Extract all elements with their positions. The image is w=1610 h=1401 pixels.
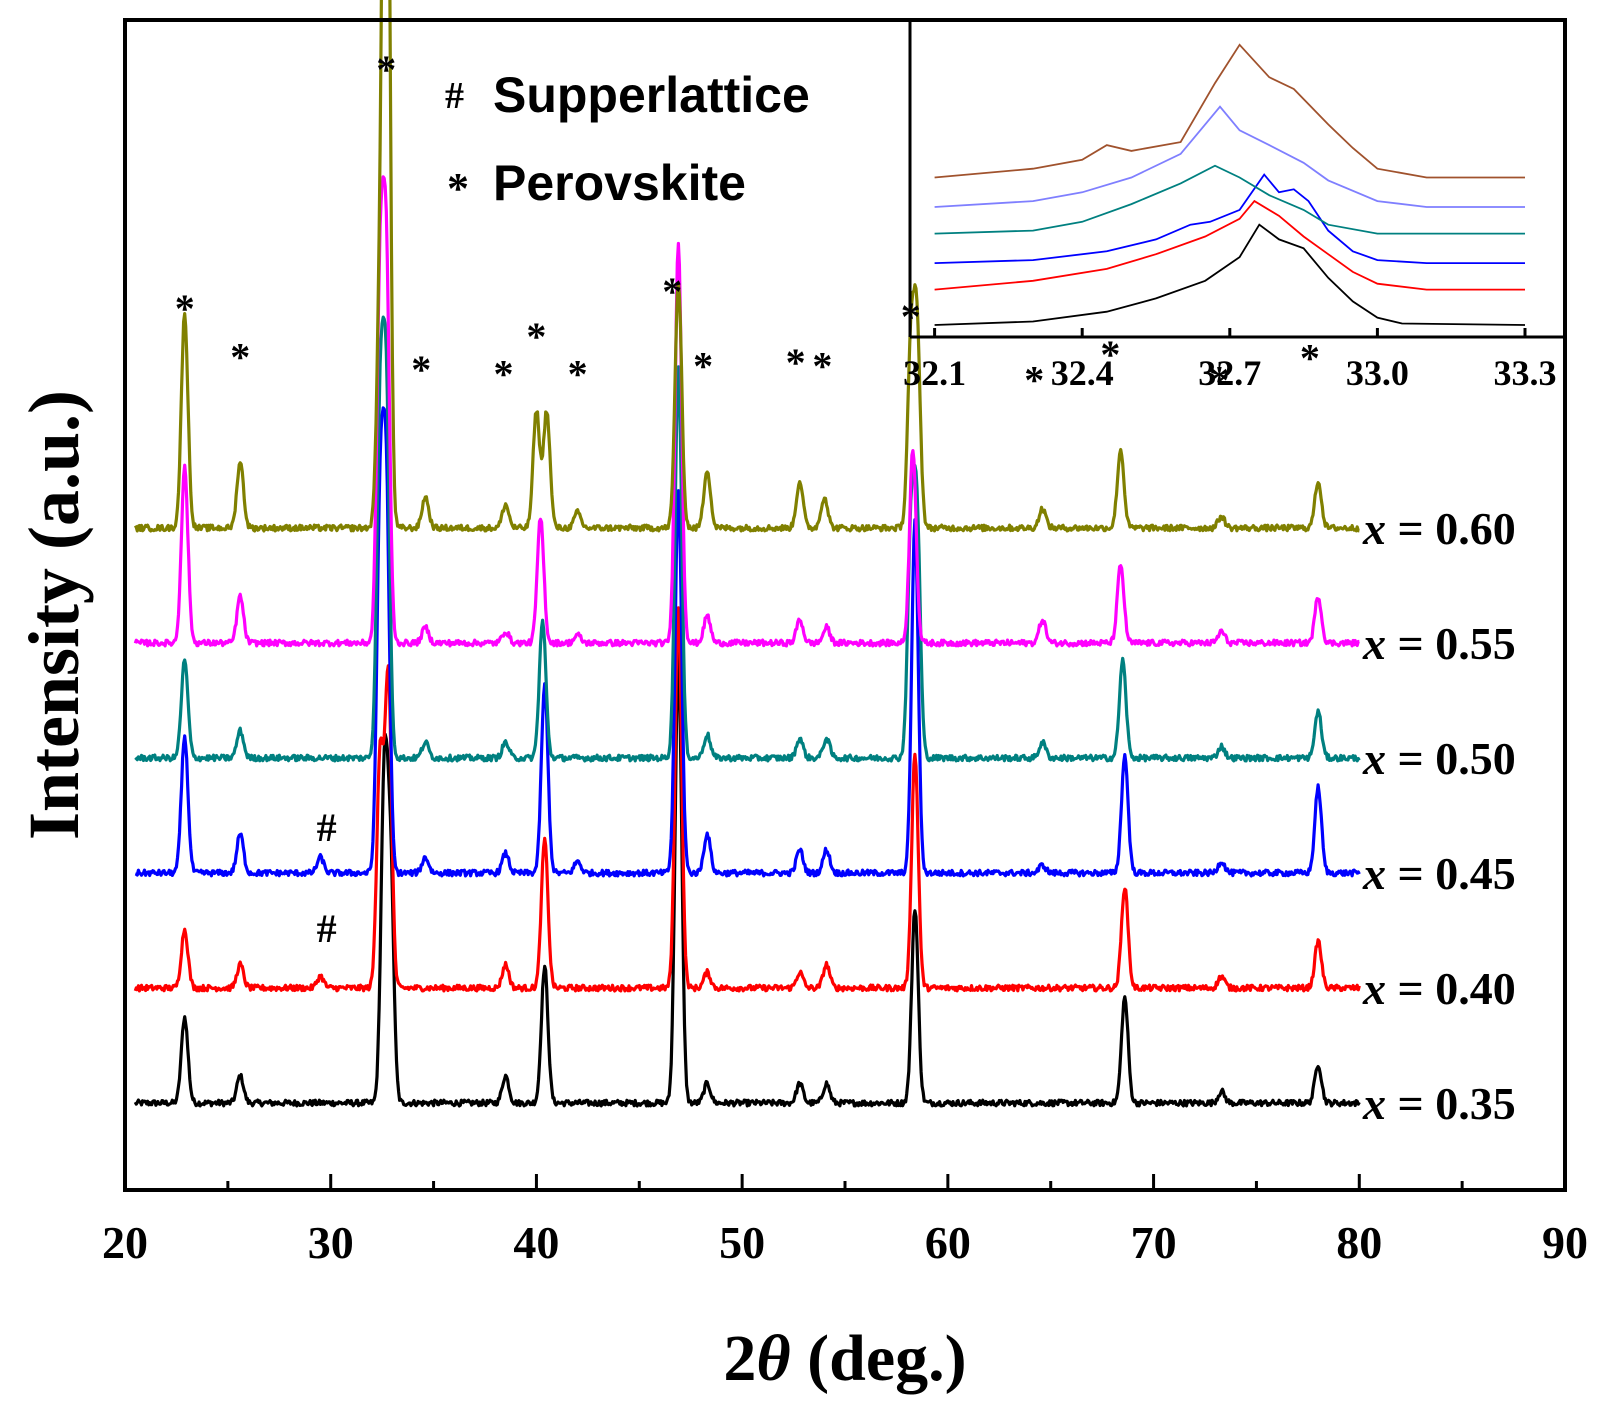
main-x-ticks: 20 30 40 50 60 70 80 90: [102, 1174, 1588, 1268]
series-label-var: x: [1362, 963, 1386, 1014]
inset-x-tick-label: 33.3: [1494, 353, 1557, 393]
series-line-055: [133, 175, 1360, 648]
x-axis-title: 2θ (deg.): [723, 1322, 966, 1395]
series-label-value: = 0.35: [1386, 1078, 1516, 1129]
perovskite-marker: *: [1300, 336, 1320, 381]
series-line-060: [133, 0, 1360, 533]
x-axis-title-unit: (deg.): [791, 1322, 967, 1395]
superlattice-marker: #: [317, 805, 337, 850]
series-label-value: = 0.55: [1386, 618, 1516, 669]
main-plot-annotations: ****************##: [175, 47, 1320, 951]
inset-x-ticks: 32.1 32.4 32.7 33.0 33.3: [903, 328, 1557, 393]
inset-series-line-045: [934, 173, 1525, 264]
series-label: x = 0.60: [1362, 503, 1516, 554]
series-line-035: [133, 650, 1361, 1108]
series-label: x = 0.55: [1362, 618, 1516, 669]
perovskite-marker: *: [1100, 332, 1120, 377]
perovskite-marker: *: [812, 344, 832, 389]
x-tick-label: 60: [925, 1217, 971, 1268]
series-label-value: = 0.40: [1386, 963, 1516, 1014]
perovskite-marker: *: [494, 352, 514, 397]
legend-symbol-superlattice: #: [445, 75, 464, 117]
perovskite-marker: *: [376, 47, 396, 92]
inset-series-line-040: [934, 199, 1525, 291]
series-line-040: [133, 606, 1361, 993]
perovskite-marker: *: [1209, 358, 1229, 403]
inset-series-line-050: [934, 164, 1525, 235]
series-label: x = 0.35: [1362, 1078, 1516, 1129]
x-tick-label: 90: [1542, 1217, 1588, 1268]
legend: # Supperlattice * Perovskite: [445, 67, 810, 213]
superlattice-marker: #: [317, 906, 337, 951]
x-tick-label: 20: [102, 1217, 148, 1268]
series-label-value: = 0.45: [1386, 848, 1516, 899]
legend-label-perovskite: Perovskite: [493, 155, 746, 211]
x-axis-title-theta: θ: [756, 1322, 790, 1395]
perovskite-marker: *: [786, 340, 806, 385]
series-line-045: [134, 406, 1361, 878]
x-tick-label: 30: [308, 1217, 354, 1268]
series-label-var: x: [1362, 1078, 1386, 1129]
main-plot-series: [133, 0, 1361, 1108]
series-label-value: = 0.50: [1386, 733, 1516, 784]
inset-x-tick-label: 32.1: [903, 353, 966, 393]
series-label-value: = 0.60: [1386, 503, 1516, 554]
series-label-var: x: [1362, 503, 1386, 554]
inset-x-tick-label: 33.0: [1346, 353, 1409, 393]
legend-label-superlattice: Supperlattice: [493, 67, 810, 123]
series-label: x = 0.45: [1362, 848, 1516, 899]
series-label-var: x: [1362, 848, 1386, 899]
perovskite-marker: *: [693, 344, 713, 389]
inset-series-line-055: [934, 105, 1525, 208]
x-tick-label: 40: [513, 1217, 559, 1268]
x-tick-label: 70: [1131, 1217, 1177, 1268]
legend-symbol-perovskite: *: [447, 164, 469, 213]
x-axis-title-number: 2: [723, 1322, 756, 1395]
inset-series-line-035: [934, 223, 1526, 326]
perovskite-marker: *: [175, 286, 195, 331]
x-tick-label: 50: [719, 1217, 765, 1268]
series-label-var: x: [1362, 733, 1386, 784]
series-labels: x = 0.35x = 0.40x = 0.45x = 0.50x = 0.55…: [1362, 503, 1516, 1129]
y-axis-title: Intensity (a.u.): [14, 390, 94, 840]
series-label: x = 0.50: [1362, 733, 1516, 784]
series-line-050: [134, 315, 1361, 763]
inset-plot-series: [934, 43, 1526, 326]
x-tick-label: 80: [1336, 1217, 1382, 1268]
perovskite-marker: *: [568, 352, 588, 397]
perovskite-marker: *: [1024, 358, 1044, 403]
inset-series-line-060: [934, 43, 1525, 179]
inset-chart: 32.1 32.4 32.7 33.0 33.3: [903, 20, 1565, 393]
inset-x-tick-label: 32.7: [1198, 353, 1261, 393]
perovskite-marker: *: [662, 269, 682, 314]
inset-x-tick-label: 32.4: [1051, 353, 1114, 393]
series-label-var: x: [1362, 618, 1386, 669]
series-label: x = 0.40: [1362, 963, 1516, 1014]
perovskite-marker: *: [411, 347, 431, 392]
perovskite-marker: *: [526, 314, 546, 359]
perovskite-marker: *: [230, 334, 250, 379]
